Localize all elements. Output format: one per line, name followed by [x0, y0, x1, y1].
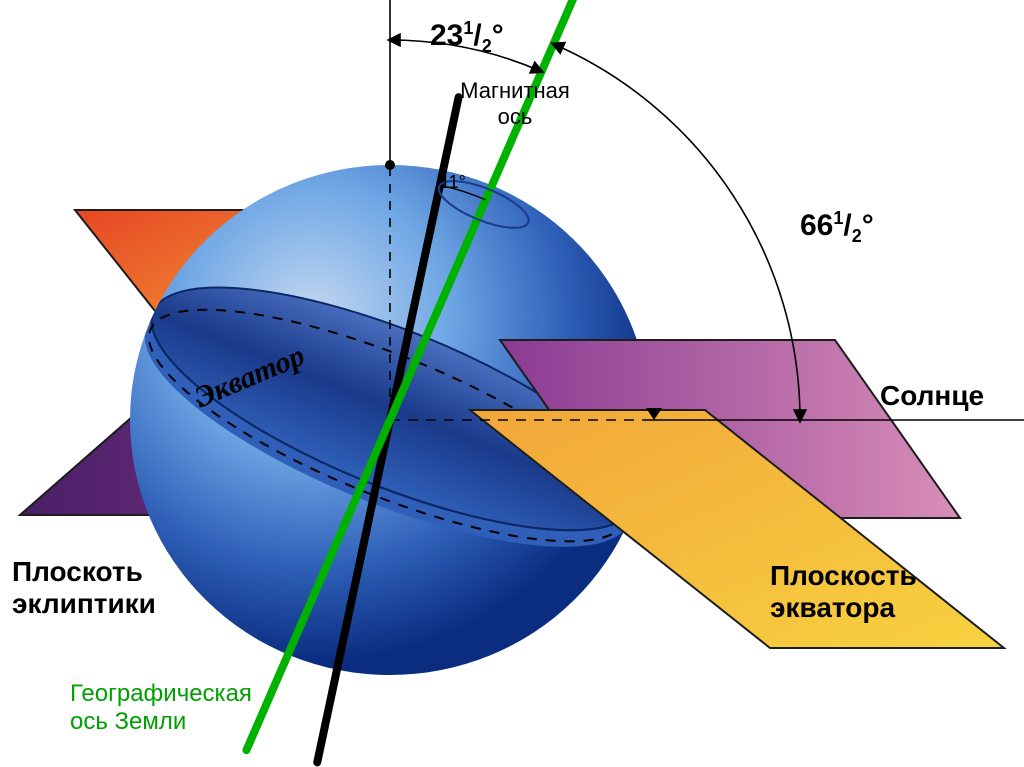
north-pole-dot: [385, 160, 395, 170]
angle-23-label: 231/2°: [430, 18, 504, 57]
ecliptic-plane-label: Плоскоть эклиптики: [12, 556, 156, 620]
geographic-axis-label: Географическая ось Земли: [70, 680, 252, 736]
sun-label: Солнце: [880, 380, 984, 412]
magnetic-axis-label: Магнитная ось: [440, 78, 590, 130]
diagram-stage: Экватор 231/2° 661/2° 11° Магнитная ось …: [0, 0, 1024, 767]
equator-plane-label: Плоскость экватора: [770, 560, 917, 624]
angle-11-label: 11°: [440, 172, 466, 193]
angle-66-label: 661/2°: [800, 208, 874, 247]
